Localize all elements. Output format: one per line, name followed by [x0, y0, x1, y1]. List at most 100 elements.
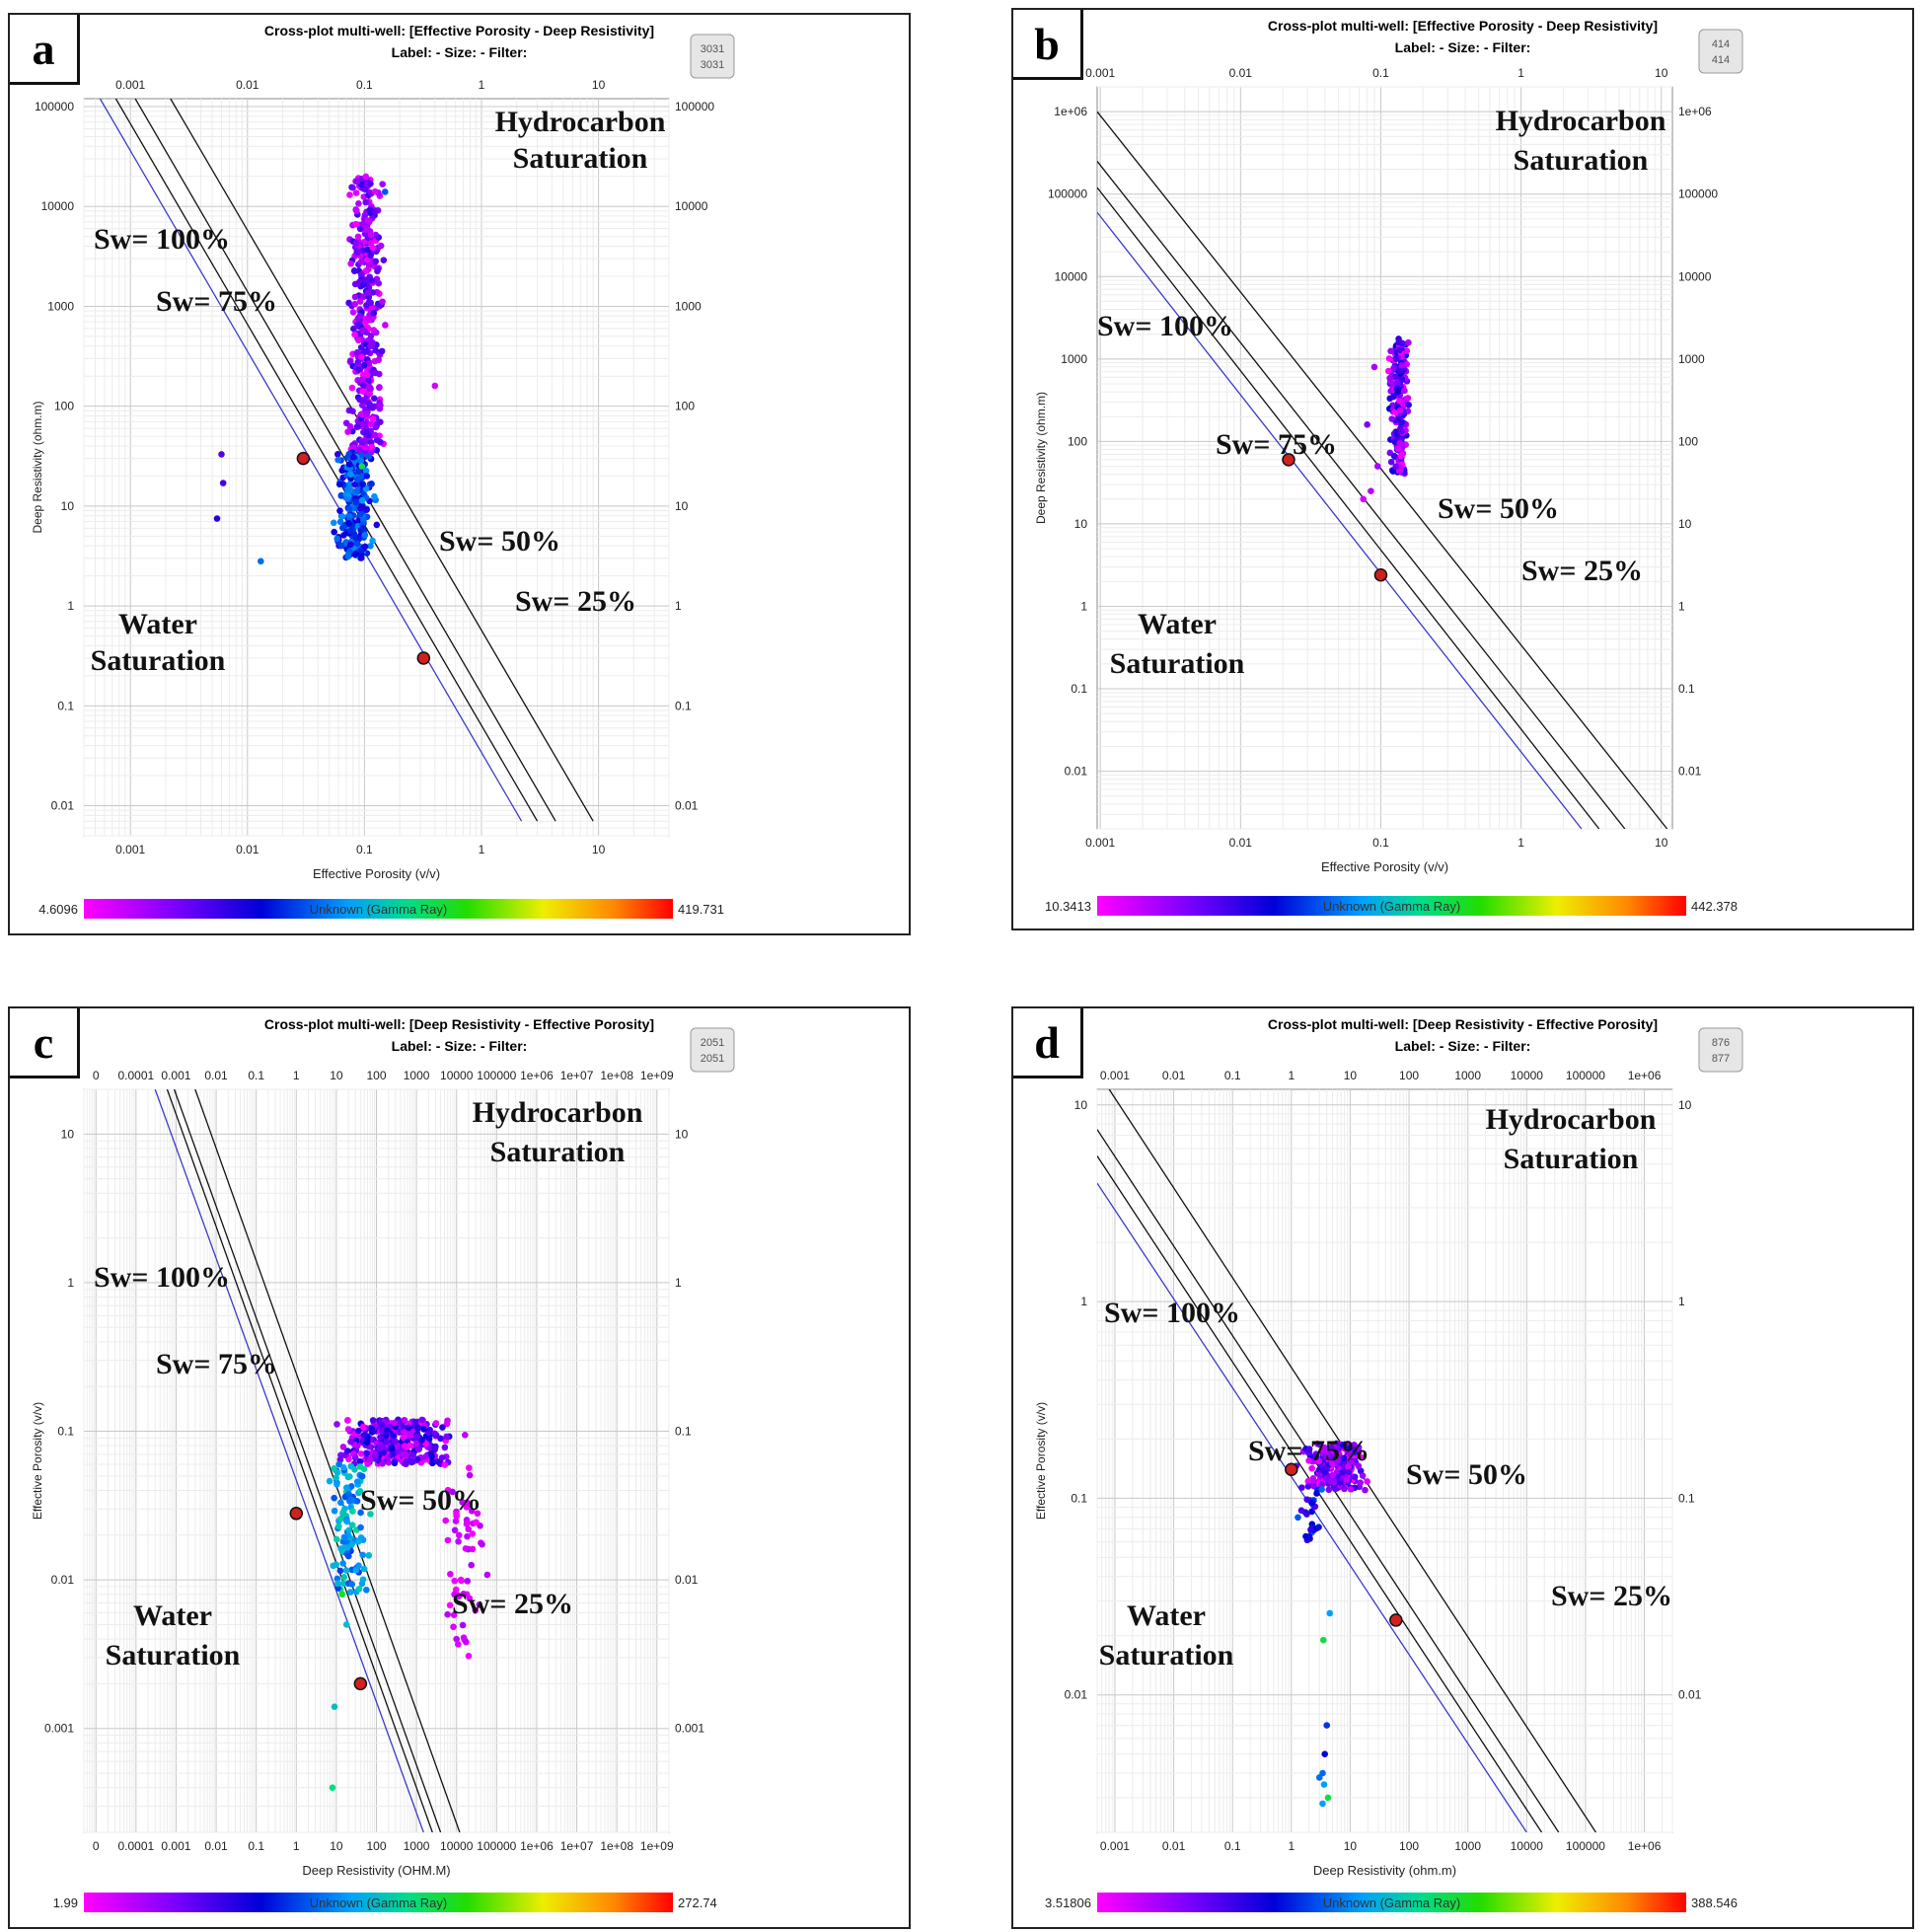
- annotations: Hydrocarbon Saturation Water Saturation Sw= …: [91, 106, 666, 677]
- data-point: [1396, 346, 1403, 354]
- data-point: [1339, 1468, 1347, 1476]
- data-point: [414, 1425, 421, 1433]
- data-point: [1303, 1511, 1310, 1518]
- data-point: [372, 258, 380, 265]
- data-point: [1303, 1496, 1310, 1503]
- data-point: [353, 178, 361, 186]
- hydrocarbon-label: Hydrocarbon: [1496, 105, 1666, 137]
- data-point: [340, 1533, 348, 1541]
- data-point: [385, 1458, 393, 1466]
- x-tick-label: 10: [592, 843, 606, 856]
- x-tick-label-top: 0: [93, 1069, 100, 1082]
- calibration-point: [1285, 1462, 1298, 1477]
- colorbar: [1097, 896, 1686, 916]
- data-point: [344, 486, 351, 493]
- x-tick-label-top: 1e+09: [640, 1069, 674, 1082]
- data-point: [358, 270, 365, 278]
- data-point: [1329, 1471, 1336, 1479]
- data-point: [1319, 1636, 1327, 1644]
- x-tick-label: 1e+07: [560, 1839, 594, 1853]
- y-tick-label: 0.01: [1065, 1688, 1088, 1702]
- data-layer: [1097, 111, 1668, 829]
- data-point: [1324, 1794, 1332, 1802]
- data-point: [369, 1417, 377, 1424]
- data-point: [1298, 1484, 1305, 1491]
- data-point: [388, 1444, 395, 1451]
- data-point: [1385, 367, 1392, 375]
- data-point: [1398, 427, 1405, 435]
- data-point: [338, 513, 346, 520]
- data-point: [1395, 338, 1403, 346]
- data-point: [369, 289, 377, 296]
- data-point: [453, 1513, 461, 1520]
- y-axis-label: Deep Resistivity (ohm.m): [31, 401, 44, 533]
- data-layer: [99, 99, 594, 822]
- data-point: [369, 404, 376, 411]
- data-point: [368, 443, 376, 451]
- data-point: [452, 1518, 460, 1524]
- data-point: [360, 361, 368, 369]
- data-point: [359, 220, 367, 228]
- data-point: [1398, 376, 1406, 383]
- data-point: [376, 1444, 384, 1451]
- chart-subtitle: Label: - Size: - Filter:: [1394, 39, 1531, 55]
- sw25-label: Sw= 25%: [1521, 555, 1643, 587]
- data-point: [343, 1518, 351, 1525]
- data-point: [359, 388, 366, 395]
- data-point: [370, 327, 378, 334]
- data-point: [455, 1537, 462, 1545]
- data-point: [377, 402, 384, 409]
- counter-bottom: 877: [1712, 1053, 1730, 1065]
- data-point: [1394, 445, 1402, 453]
- data-point: [412, 1441, 420, 1449]
- data-point: [337, 542, 345, 550]
- data-point: [464, 1532, 471, 1540]
- data-point: [444, 1536, 452, 1544]
- panel-b: 0.001 0.001 0.01 0.01 0.1 0.1 1 1 10 10 0.01 0.01 0.…: [1011, 8, 1914, 930]
- water-label: Saturation: [1110, 647, 1245, 680]
- data-point: [383, 1432, 390, 1440]
- y-tick-label: 0.01: [51, 799, 75, 813]
- data-point: [354, 366, 362, 374]
- data-point: [413, 1455, 421, 1463]
- data-point: [365, 453, 373, 460]
- sw50-label: Sw= 50%: [1406, 1458, 1527, 1491]
- data-point: [345, 1455, 352, 1463]
- data-point: [454, 1641, 462, 1648]
- calibration-point: [353, 1676, 368, 1691]
- data-point: [357, 1509, 364, 1517]
- y-tick-label-right: 100000: [1678, 187, 1718, 201]
- data-point: [367, 342, 374, 350]
- data-point: [373, 275, 381, 283]
- x-tick-label-top: 1000: [1454, 1069, 1481, 1082]
- data-point: [374, 265, 382, 273]
- data-point: [348, 1540, 356, 1548]
- data-point: [1396, 407, 1404, 414]
- x-tick-label-top: 10: [330, 1069, 343, 1082]
- data-point: [352, 551, 360, 557]
- y-tick-label: 0.01: [51, 1573, 75, 1587]
- data-point: [472, 1606, 480, 1614]
- sw25-label: Sw= 25%: [1551, 1580, 1672, 1612]
- data-point: [465, 1652, 473, 1660]
- data-point: [1359, 1472, 1367, 1479]
- data-point: [351, 481, 358, 488]
- data-point: [466, 1464, 473, 1471]
- panel-c: 0 0 0.0001 0.0001 0.001 0.001 0.01 0.01 0.1 0.1 1 1…: [8, 1006, 911, 1929]
- x-tick-label-top: 0.001: [161, 1069, 190, 1082]
- data-point: [469, 1530, 477, 1537]
- data-point: [218, 451, 225, 458]
- data-point: [375, 356, 383, 364]
- data-point: [389, 1450, 397, 1458]
- sw-line: [1097, 111, 1668, 829]
- data-point: [377, 1434, 384, 1441]
- data-point: [1316, 1471, 1323, 1479]
- calibration-point: [1389, 1613, 1403, 1627]
- y-tick-label: 1000: [1061, 352, 1087, 366]
- counter-bottom: 3031: [701, 59, 724, 71]
- data-point: [1400, 387, 1408, 395]
- calibration-point: [1373, 567, 1388, 582]
- data-point: [344, 428, 351, 435]
- data-point: [360, 516, 367, 523]
- x-axis-label: Deep Resistivity (OHM.M): [302, 1863, 450, 1878]
